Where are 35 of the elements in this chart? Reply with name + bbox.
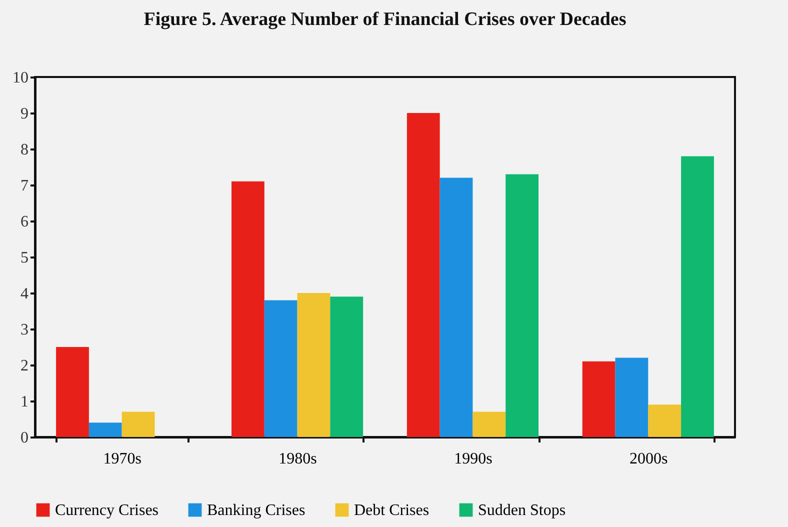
y-tick-label: 3 <box>20 322 28 338</box>
x-tick-label: 1990s <box>454 450 492 468</box>
y-tick-label: 10 <box>12 70 28 86</box>
bar <box>440 178 473 437</box>
y-tick-label: 0 <box>20 430 28 446</box>
y-tick-label: 6 <box>20 214 28 230</box>
legend-label: Currency Crises <box>55 502 159 519</box>
bar <box>406 113 440 437</box>
y-tick-label: 1 <box>20 394 28 410</box>
y-tick-label: 8 <box>20 142 28 158</box>
bar <box>330 296 364 437</box>
y-tick-label: 5 <box>20 250 28 266</box>
legend-label: Banking Crises <box>207 502 306 519</box>
bar <box>122 412 155 437</box>
x-tick-label: 1970s <box>103 450 142 468</box>
chart-title: Figure 5. Average Number of Financial Crises over Decades <box>144 9 626 30</box>
bar <box>472 412 506 437</box>
bar <box>264 300 298 437</box>
bar <box>506 174 539 437</box>
y-tick-label: 2 <box>20 358 28 374</box>
bar <box>56 347 89 437</box>
y-tick-label: 9 <box>20 106 28 122</box>
legend-label: Debt Crises <box>354 502 430 519</box>
bar <box>297 293 330 437</box>
bar <box>582 361 616 437</box>
y-tick-label: 4 <box>20 286 28 302</box>
x-tick-label: 2000s <box>630 450 668 468</box>
x-tick-label: 1980s <box>278 450 317 468</box>
bar <box>231 181 264 437</box>
bar <box>681 156 714 437</box>
legend-label: Sudden Stops <box>478 502 566 519</box>
bar <box>615 358 648 437</box>
bar <box>648 404 682 437</box>
bar <box>88 422 122 437</box>
y-tick-label: 7 <box>20 178 28 194</box>
